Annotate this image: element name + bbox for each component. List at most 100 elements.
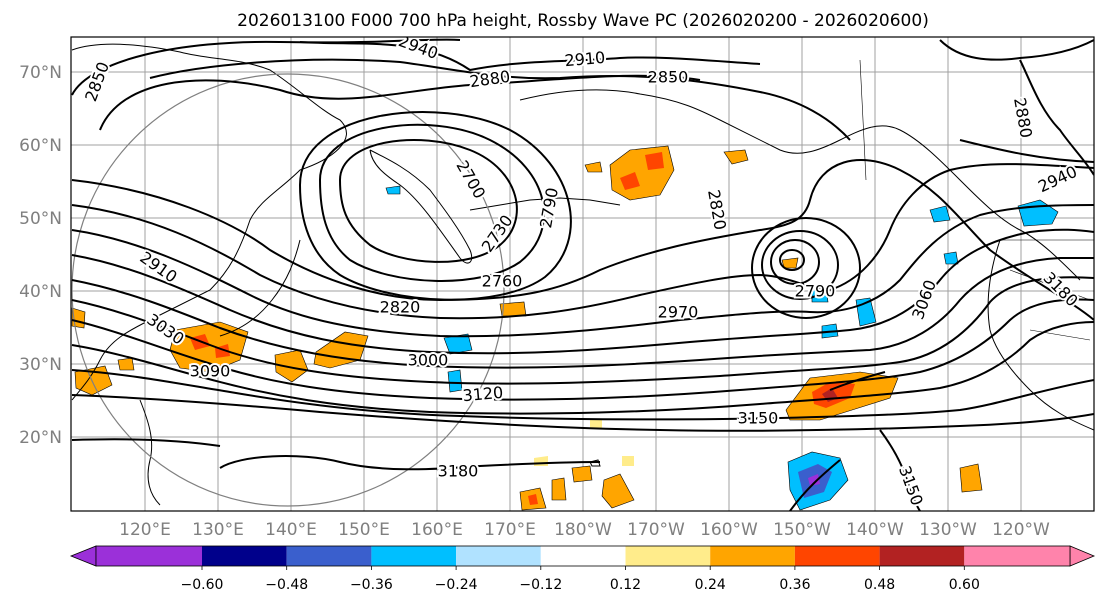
contour-line [761,230,839,300]
longitude-label: 150°W [773,520,831,540]
contour-label: 2790 [795,282,836,301]
trough-axis [829,371,886,391]
shade-positive [781,257,799,269]
longitude-label: 120°E [119,520,171,540]
shade-negative [385,185,401,195]
contour-label: 2850 [81,59,113,104]
longitude-label: 130°E [192,520,244,540]
contour-label: 2970 [658,303,699,322]
contour-line [219,455,601,471]
shade-positive [551,477,567,501]
longitude-label: 120°W [992,520,1050,540]
contour-line [299,41,761,72]
contour-line [338,139,518,263]
contour-line [71,256,1094,369]
colorbar-tick-label: 0.12 [610,577,641,593]
contour-line [71,204,1094,338]
shade-negative-core [808,474,820,486]
latitude-label: 40°N [19,282,62,302]
contour-label: 2820 [380,298,421,317]
colorbar-segment [286,546,372,566]
colorbar-segment [625,546,711,566]
colorbar-segment [456,546,541,566]
contour-label: 2760 [482,272,523,291]
latitude-label: 50°N [19,209,62,229]
colorbar-frame [95,545,1071,567]
colorbar-segment [879,546,965,566]
contour-line [779,249,805,271]
colorbar-segment [540,546,626,566]
contour-line [879,429,921,511]
coastline-asia [71,43,347,401]
colorbar-tick-label: 0.60 [949,577,980,593]
longitude-label: 160°E [411,520,463,540]
colorbar-tick-label: −0.12 [519,577,562,593]
longitude-label: 170°E [484,520,536,540]
contour-line [71,163,1094,320]
shade-negative [447,369,463,393]
colorbar-segment [710,546,795,566]
coastline-namerica [987,239,1094,431]
contour-line [71,159,1094,321]
colorbar-tick-label: 0.36 [779,577,810,593]
colorbar-tick-label: −0.60 [181,577,224,593]
colorbar-segment [964,546,1070,566]
contour-label: 2850 [648,68,689,87]
shade-positive [723,149,749,165]
coastline-japan [219,239,301,337]
shade-positive [959,463,983,493]
shade-positive-core [528,494,538,505]
contour-line [751,217,861,319]
shade-positive [169,321,249,373]
colorbar-tick-label: −0.36 [350,577,393,593]
contour-line [71,394,1094,432]
contour-label: 3150 [738,409,779,428]
shade-positive [571,465,593,483]
contour-line [71,369,1094,421]
contour-label: 3000 [408,351,449,370]
coastline-alaska [519,89,1081,281]
graticule [71,37,1094,511]
contour-line [318,123,545,282]
coastline-aleutians [469,197,621,211]
longitude-label: 170°W [627,520,685,540]
height-contours [71,38,1094,511]
colorbar-tick-label: −0.24 [435,577,478,593]
shade-negative [929,205,951,223]
country-borders [859,59,1094,341]
reference-circle [71,73,505,507]
trough-axis [789,459,841,511]
contour-line [149,58,851,141]
shade-positive [584,161,603,173]
colorbar-tick-label: 0.48 [864,577,895,593]
contour-line [71,276,1094,385]
coastline-philippines [139,399,161,506]
longitude-label: 130°W [919,520,977,540]
shade-positive [601,473,635,509]
contour-label: 3090 [190,362,231,381]
shade-negative [943,251,959,265]
latitude-labels: 70°N 60°N 50°N 40°N 30°N 20°N [19,63,62,448]
contour-line [71,438,221,447]
contour-label: 2910 [564,48,606,70]
colorbar-tick-label: −0.48 [265,577,308,593]
coastline-kamchatka [369,149,473,264]
colorbar-segment [371,546,457,566]
longitude-label: 140°E [265,520,317,540]
contour-line [71,38,461,96]
longitude-label: 160°W [700,520,758,540]
colorbar-segment [794,546,880,566]
contour-line [959,139,1094,163]
latitude-label: 70°N [19,63,62,83]
colorbar: −0.60 −0.48 −0.36 −0.24 −0.12 0.12 0.24 0.36 0.4… [69,545,1096,593]
map-frame [70,36,1095,512]
contour-line [939,39,1094,61]
colorbar-segment [96,546,202,566]
shade-positive [534,420,634,466]
contour-label: 3180 [438,462,479,481]
colorbar-tick-label: 0.24 [695,577,726,593]
contour-line [770,239,820,285]
longitude-label: 180°W [554,520,612,540]
